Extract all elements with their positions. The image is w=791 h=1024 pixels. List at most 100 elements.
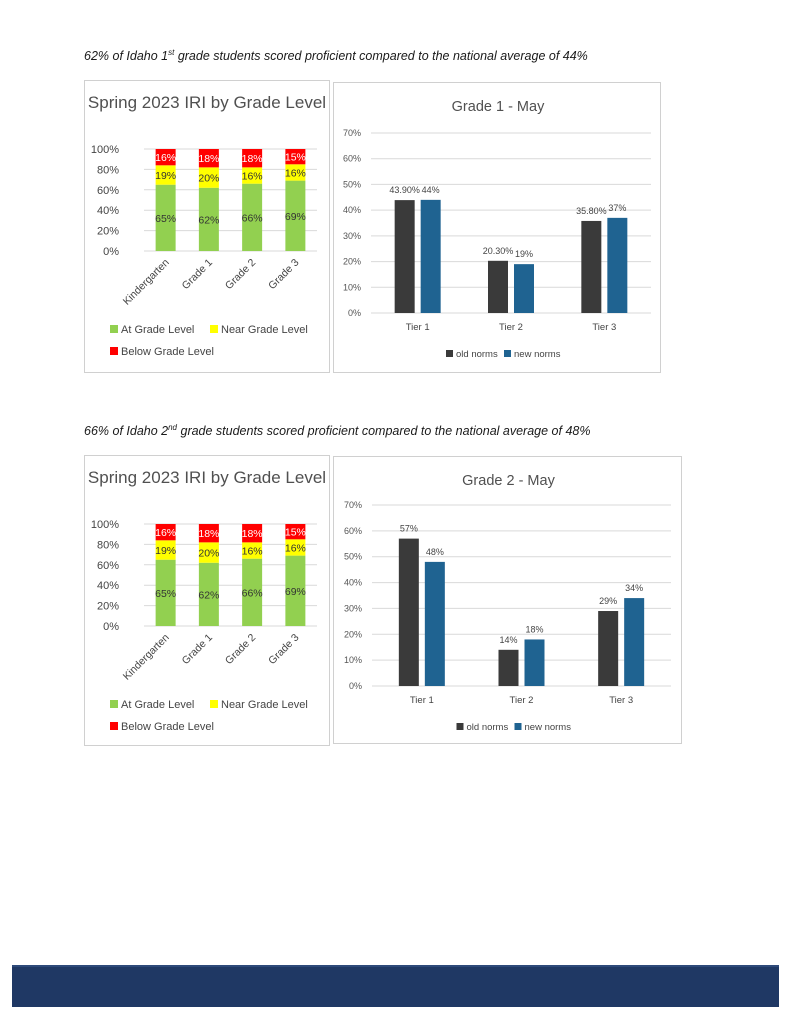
data-label: 48% bbox=[426, 547, 444, 557]
data-label: 14% bbox=[499, 635, 517, 645]
legend-swatch bbox=[446, 350, 453, 357]
data-label: 16% bbox=[155, 152, 176, 164]
y-tick-label: 100% bbox=[91, 144, 119, 156]
footer-bar bbox=[12, 965, 779, 1007]
data-label: 66% bbox=[242, 587, 263, 599]
legend-label: Near Grade Level bbox=[221, 699, 308, 711]
bar bbox=[514, 264, 534, 313]
data-label: 44% bbox=[422, 185, 440, 195]
caption-grade2: 66% of Idaho 2nd grade students scored p… bbox=[84, 423, 591, 439]
y-tick-label: 0% bbox=[103, 621, 119, 633]
legend-swatch bbox=[110, 722, 118, 730]
y-tick-label: 80% bbox=[97, 164, 119, 176]
y-tick-label: 40% bbox=[344, 578, 362, 588]
bar bbox=[524, 639, 545, 686]
bar-segment bbox=[155, 540, 176, 560]
data-label: 16% bbox=[285, 542, 306, 554]
bar-segment bbox=[198, 149, 219, 168]
bar-segment bbox=[285, 524, 306, 540]
data-label: 15% bbox=[285, 527, 306, 539]
bar bbox=[624, 598, 645, 686]
data-label: 37% bbox=[608, 203, 626, 213]
data-label: 29% bbox=[599, 596, 617, 606]
y-tick-label: 40% bbox=[343, 205, 361, 215]
data-label: 69% bbox=[285, 586, 306, 598]
bar bbox=[420, 199, 441, 313]
x-tick-label: Tier 3 bbox=[609, 695, 633, 706]
y-tick-label: 100% bbox=[91, 519, 119, 531]
legend-label: Below Grade Level bbox=[121, 346, 214, 358]
data-label: 65% bbox=[155, 588, 176, 600]
data-label: 65% bbox=[155, 213, 176, 225]
legend-label: Near Grade Level bbox=[221, 324, 308, 336]
y-tick-label: 20% bbox=[97, 226, 119, 238]
legend-swatch bbox=[110, 700, 118, 708]
y-tick-label: 20% bbox=[344, 629, 362, 639]
chart-title: Spring 2023 IRI by Grade Level bbox=[87, 468, 327, 487]
y-tick-label: 70% bbox=[344, 500, 362, 510]
data-label: 66% bbox=[242, 212, 263, 224]
data-label: 19% bbox=[515, 249, 533, 259]
bar bbox=[498, 649, 519, 686]
data-label: 43.90% bbox=[389, 185, 420, 195]
data-label: 16% bbox=[242, 171, 263, 183]
data-label: 15% bbox=[285, 152, 306, 164]
data-label: 18% bbox=[242, 153, 263, 165]
x-tick-label: Grade 2 bbox=[223, 257, 258, 292]
data-label: 20% bbox=[198, 548, 219, 560]
bar-segment bbox=[285, 149, 306, 165]
stacked-chart-svg: 0% 20% 40% 60% 80% 100% 65% 19% 16% Kindergarten 6… bbox=[91, 519, 317, 733]
y-tick-label: 60% bbox=[343, 154, 361, 164]
data-label: 18% bbox=[242, 528, 263, 540]
tier-chart-panel-1: Grade 1 - May 0% 10% 20% 30% 40% 50% 60% 70% 43.9… bbox=[333, 82, 661, 373]
bar bbox=[598, 611, 619, 686]
legend-swatch bbox=[110, 325, 118, 333]
legend-swatch bbox=[514, 723, 522, 730]
bar-segment bbox=[155, 165, 176, 185]
chart-title: Grade 1 - May bbox=[452, 99, 545, 115]
data-label: 35.80% bbox=[576, 206, 607, 216]
y-tick-label: 50% bbox=[343, 179, 361, 189]
bar-segment bbox=[242, 558, 263, 626]
legend-label: At Grade Level bbox=[121, 699, 194, 711]
bar bbox=[424, 561, 445, 686]
x-tick-label: Grade 1 bbox=[180, 257, 215, 292]
bar bbox=[581, 220, 602, 313]
bar-segment bbox=[155, 559, 176, 626]
bar-segment bbox=[242, 524, 263, 543]
y-tick-label: 50% bbox=[344, 552, 362, 562]
x-tick-label: Tier 2 bbox=[510, 695, 534, 706]
x-tick-label: Grade 2 bbox=[223, 632, 258, 667]
x-tick-label: Grade 3 bbox=[266, 632, 301, 667]
x-tick-label: Tier 1 bbox=[410, 695, 434, 706]
data-label: 18% bbox=[198, 528, 219, 540]
x-tick-label: Kindergarten bbox=[121, 632, 172, 683]
y-tick-label: 20% bbox=[343, 257, 361, 267]
stacked-chart-panel-2: Spring 2023 IRI by Grade Level 0% 20% 40% 6… bbox=[84, 455, 330, 746]
data-label: 69% bbox=[285, 211, 306, 223]
bar bbox=[394, 200, 415, 313]
y-tick-label: 60% bbox=[344, 526, 362, 536]
data-label: 62% bbox=[198, 589, 219, 601]
data-label: 20.30% bbox=[483, 246, 514, 256]
data-label: 16% bbox=[155, 527, 176, 539]
bar-segment bbox=[242, 149, 263, 168]
x-tick-label: Tier 3 bbox=[592, 322, 616, 333]
x-tick-label: Grade 1 bbox=[180, 632, 215, 667]
legend-swatch bbox=[456, 723, 464, 730]
data-label: 16% bbox=[285, 167, 306, 179]
data-label: 18% bbox=[198, 153, 219, 165]
bar-segment bbox=[155, 184, 176, 251]
bar bbox=[607, 217, 628, 313]
x-tick-label: Tier 1 bbox=[406, 322, 430, 333]
bar-segment bbox=[155, 524, 176, 541]
legend-label: old norms bbox=[456, 349, 498, 360]
y-tick-label: 40% bbox=[97, 205, 119, 217]
bar-segment bbox=[198, 562, 219, 626]
chart-title: Spring 2023 IRI by Grade Level bbox=[87, 93, 327, 112]
tier-chart-svg: Grade 1 - May 0% 10% 20% 30% 40% 50% 60% 70% 43.9… bbox=[343, 99, 651, 360]
y-tick-label: 10% bbox=[344, 655, 362, 665]
bar-segment bbox=[285, 555, 306, 626]
legend-label: At Grade Level bbox=[121, 324, 194, 336]
legend-swatch bbox=[504, 350, 511, 357]
